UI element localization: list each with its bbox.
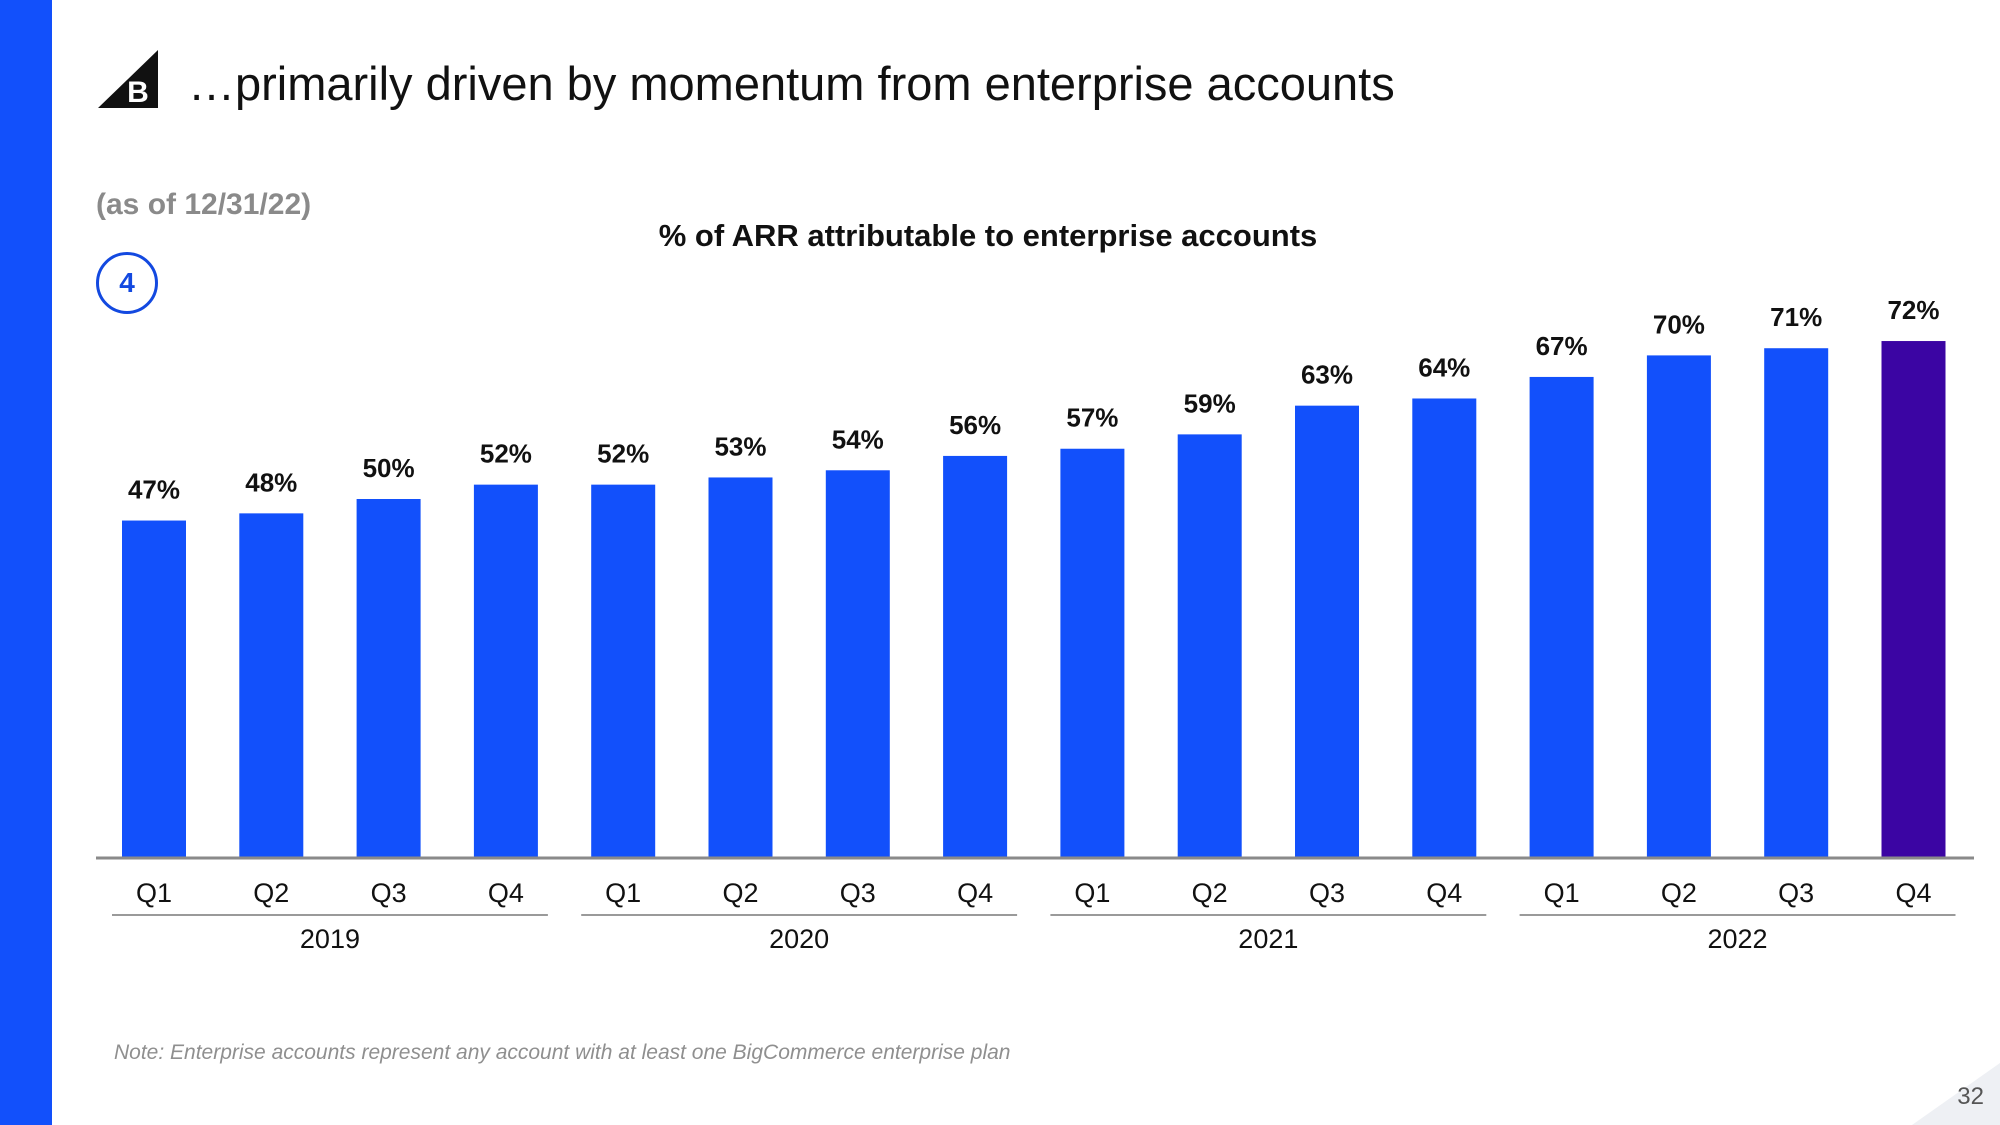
page-number: 32	[1957, 1083, 1984, 1110]
data-label: 54%	[832, 424, 884, 454]
year-label: 2021	[1238, 924, 1298, 954]
quarter-tick-label: Q2	[253, 878, 289, 908]
year-label: 2019	[300, 924, 360, 954]
bar-2022-q4	[1881, 341, 1946, 858]
data-label: 53%	[714, 431, 766, 461]
quarter-tick-label: Q4	[488, 878, 524, 908]
data-label: 47%	[128, 475, 180, 505]
page-corner-decoration	[1912, 1063, 2000, 1125]
data-label: 64%	[1418, 352, 1470, 382]
quarter-tick-label: Q2	[1192, 878, 1228, 908]
bar-2020-q2	[708, 477, 773, 858]
data-label: 67%	[1536, 331, 1588, 361]
bar-2020-q1	[591, 484, 656, 858]
quarter-tick-label: Q3	[371, 878, 407, 908]
logo-letter: B	[127, 76, 149, 109]
data-label: 52%	[597, 439, 649, 469]
quarter-tick-label: Q4	[1426, 878, 1462, 908]
data-label: 56%	[949, 410, 1001, 440]
quarter-tick-label: Q1	[1074, 878, 1110, 908]
quarter-tick-label: Q1	[605, 878, 641, 908]
bigcommerce-logo-icon: B	[98, 50, 158, 109]
quarter-tick-label: Q2	[1661, 878, 1697, 908]
data-label: 71%	[1770, 302, 1822, 332]
bar-2020-q4	[943, 455, 1008, 858]
year-label: 2022	[1708, 924, 1768, 954]
bar-2021-q4	[1412, 398, 1477, 858]
bar-2021-q2	[1177, 434, 1242, 858]
as-of-date: (as of 12/31/22)	[96, 188, 312, 221]
footnote: Note: Enterprise accounts represent any …	[114, 1041, 1011, 1064]
bar-2021-q3	[1295, 405, 1359, 858]
bars-layer: 47% Q1 48% Q2 50% Q3 52% Q4 52% Q1 53% Q2 54% Q3 56% Q4…	[96, 295, 1974, 954]
chart-title: % of ARR attributable to enterprise acco…	[659, 218, 1318, 253]
data-label: 72%	[1887, 295, 1939, 325]
data-label: 59%	[1184, 388, 1236, 418]
quarter-tick-label: Q3	[1778, 878, 1814, 908]
quarter-tick-label: Q4	[957, 878, 993, 908]
data-label: 70%	[1653, 309, 1705, 339]
slide-title: …primarily driven by momentum from enter…	[188, 57, 1395, 110]
quarter-tick-label: Q4	[1895, 878, 1931, 908]
quarter-tick-label: Q3	[840, 878, 876, 908]
year-label: 2020	[769, 924, 829, 954]
left-accent-bar	[0, 0, 52, 1125]
bar-2019-q4	[473, 484, 538, 858]
bar-2019-q1	[122, 520, 186, 858]
data-label: 48%	[245, 467, 297, 497]
bar-2022-q1	[1529, 376, 1594, 858]
data-label: 50%	[363, 453, 415, 483]
data-label: 52%	[480, 439, 532, 469]
bar-2021-q1	[1060, 448, 1125, 858]
bar-2020-q3	[825, 470, 890, 858]
bar-2019-q3	[356, 499, 421, 858]
data-label: 63%	[1301, 360, 1353, 390]
step-number-badge: 4	[96, 252, 158, 314]
bar-2022-q3	[1764, 348, 1829, 858]
data-label: 57%	[1066, 403, 1118, 433]
quarter-tick-label: Q1	[1544, 878, 1580, 908]
quarter-tick-label: Q2	[722, 878, 758, 908]
bar-2019-q2	[239, 513, 304, 858]
quarter-tick-label: Q1	[136, 878, 172, 908]
bar-2022-q2	[1646, 355, 1711, 858]
quarter-tick-label: Q3	[1309, 878, 1345, 908]
